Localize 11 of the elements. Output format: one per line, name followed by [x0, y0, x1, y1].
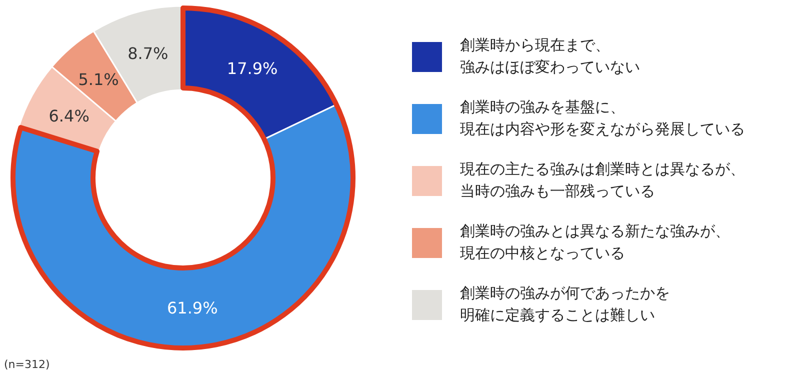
data-label: 6.4% — [48, 106, 90, 126]
text: (n=312) — [4, 358, 50, 371]
legend-label: 創業時の強みとは異なる新たな強みが、現在の中核となっている — [460, 222, 730, 262]
data-label: 17.9% — [226, 59, 278, 78]
legend-label: 創業時から現在まで、強みはほぼ変わっていない — [460, 36, 640, 76]
legend-label: 現在の主たる強みは創業時とは異なるが、当時の強みも一部残っている — [460, 160, 745, 200]
data-label: 8.7% — [128, 44, 168, 63]
data-label: 61.9% — [166, 298, 218, 318]
legend-label: 創業時の強みが何であったかを明確に定義することは難しい — [460, 284, 670, 324]
data-label: 5.1% — [78, 70, 119, 90]
legend-label: 創業時の強みを基盤に、現在は内容や形を変えながら発展している — [460, 98, 745, 138]
